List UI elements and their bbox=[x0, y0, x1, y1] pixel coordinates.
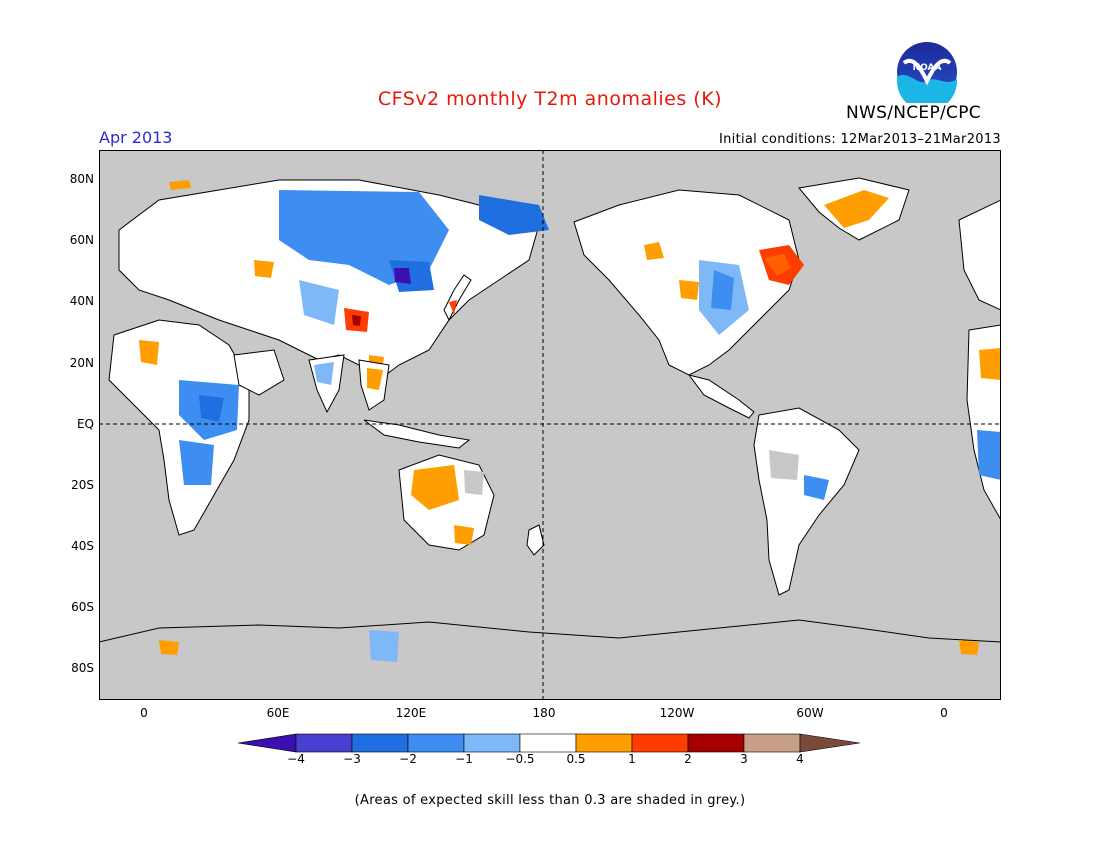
colorbar-label: 3 bbox=[740, 752, 748, 766]
lat-label: 80N bbox=[69, 172, 94, 186]
map-title: CFSv2 monthly T2m anomalies (K) bbox=[377, 88, 723, 110]
colorbar-swatch bbox=[237, 733, 297, 753]
map-frame bbox=[98, 149, 1002, 704]
lon-label: 180 bbox=[532, 706, 556, 720]
colorbar-label: 4 bbox=[796, 752, 804, 766]
colorbar-label: 2 bbox=[684, 752, 692, 766]
colorbar-label: −1 bbox=[455, 752, 473, 766]
lat-label: 40N bbox=[69, 294, 94, 308]
colorbar-label: 0.5 bbox=[566, 752, 586, 766]
svg-text:NOAA: NOAA bbox=[913, 63, 942, 73]
colorbar-swatch bbox=[407, 733, 465, 753]
colorbar-swatch bbox=[463, 733, 521, 753]
africa bbox=[108, 319, 250, 536]
lon-label: 60E bbox=[266, 706, 290, 720]
colorbar-swatch bbox=[519, 733, 577, 753]
new-zealand bbox=[526, 524, 545, 556]
colorbar-swatch bbox=[351, 733, 409, 753]
colorbar-swatch bbox=[575, 733, 633, 753]
lat-label: 80S bbox=[71, 661, 94, 675]
colorbar-label: −0.5 bbox=[505, 752, 535, 766]
japan bbox=[443, 274, 472, 322]
lon-label: 120E bbox=[395, 706, 427, 720]
initial-conditions: Initial conditions: 12Mar2013–21Mar2013 bbox=[718, 132, 1001, 147]
central-america bbox=[687, 374, 755, 419]
anomaly-map bbox=[98, 149, 1002, 701]
noaa-logo: NOAA bbox=[896, 41, 958, 111]
indonesia bbox=[363, 419, 471, 449]
lat-label: 60N bbox=[69, 233, 94, 247]
lat-label: 20N bbox=[69, 356, 94, 370]
lon-label: 120W bbox=[659, 706, 695, 720]
colorbar-swatch bbox=[799, 733, 861, 753]
colorbar-swatch bbox=[743, 733, 801, 753]
forecast-period: Apr 2013 bbox=[99, 128, 173, 147]
lat-label: 40S bbox=[71, 539, 94, 553]
colorbar-swatch bbox=[631, 733, 689, 753]
colorbar-swatch bbox=[687, 733, 745, 753]
colorbar-label: −3 bbox=[343, 752, 361, 766]
colorbar-label: 1 bbox=[628, 752, 636, 766]
europe-east-repeat bbox=[958, 199, 1002, 311]
lat-label: 60S bbox=[71, 600, 94, 614]
arabia bbox=[233, 349, 285, 396]
agency-label: NWS/NCEP/CPC bbox=[846, 103, 981, 123]
lon-label: 0 bbox=[940, 706, 948, 720]
skill-footnote: (Areas of expected skill less than 0.3 a… bbox=[354, 793, 746, 808]
colorbar-label: −2 bbox=[399, 752, 417, 766]
colorbar-swatch bbox=[295, 733, 353, 753]
lat-label: 20S bbox=[71, 478, 94, 492]
lat-label: EQ bbox=[76, 417, 94, 431]
colorbar-label: −4 bbox=[287, 752, 305, 766]
lon-label: 0 bbox=[140, 706, 148, 720]
colorbar bbox=[237, 733, 862, 757]
lon-label: 60W bbox=[796, 706, 824, 720]
